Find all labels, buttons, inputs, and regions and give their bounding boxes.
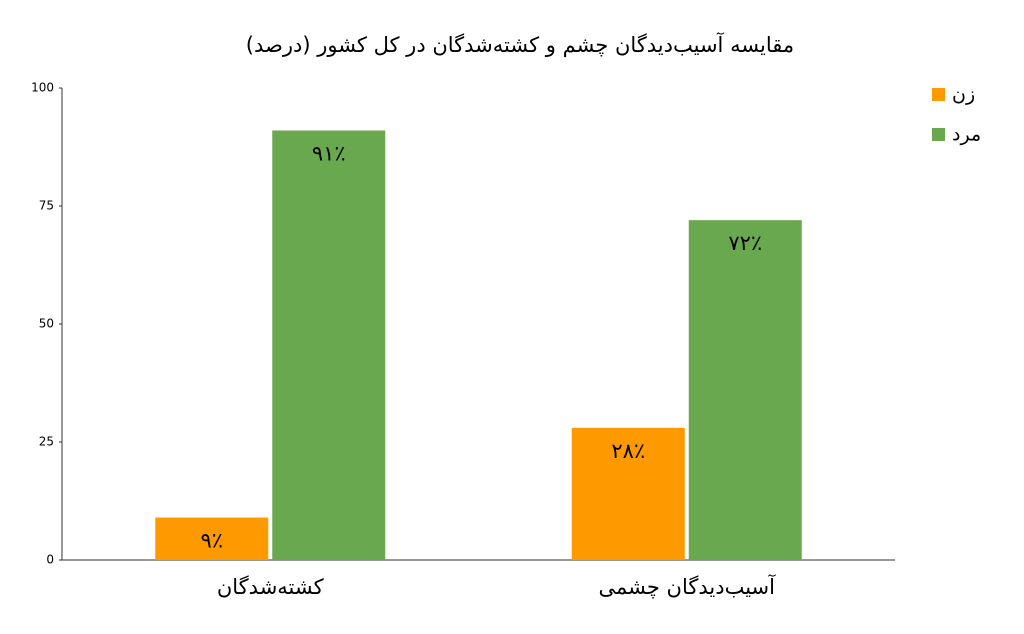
legend-swatch [932, 128, 945, 141]
x-tick-label: کشته‌شدگان [217, 575, 324, 599]
y-tick-label: 25 [39, 435, 54, 449]
value-label: ۹۱٪ [312, 141, 346, 165]
chart-title: مقایسه آسیب‌دیدگان چشم و کشته‌شدگان در ک… [246, 32, 794, 58]
bar [155, 517, 269, 560]
value-label: ۲۸٪ [611, 439, 645, 463]
bar [272, 130, 386, 561]
y-tick-label: 100 [31, 81, 54, 95]
bar [688, 220, 802, 560]
x-tick-label: آسیب‌دیدگان چشمی [599, 574, 777, 599]
legend-swatch [932, 88, 945, 101]
y-tick-label: 75 [39, 199, 54, 213]
y-tick-label: 50 [39, 317, 54, 331]
value-label: ۹٪ [200, 529, 223, 553]
value-label: ۷۲٪ [728, 231, 762, 255]
legend-label: مرد [952, 124, 981, 146]
bar [571, 427, 685, 560]
legend-label: زن [952, 84, 975, 106]
y-tick-label: 0 [46, 553, 54, 567]
